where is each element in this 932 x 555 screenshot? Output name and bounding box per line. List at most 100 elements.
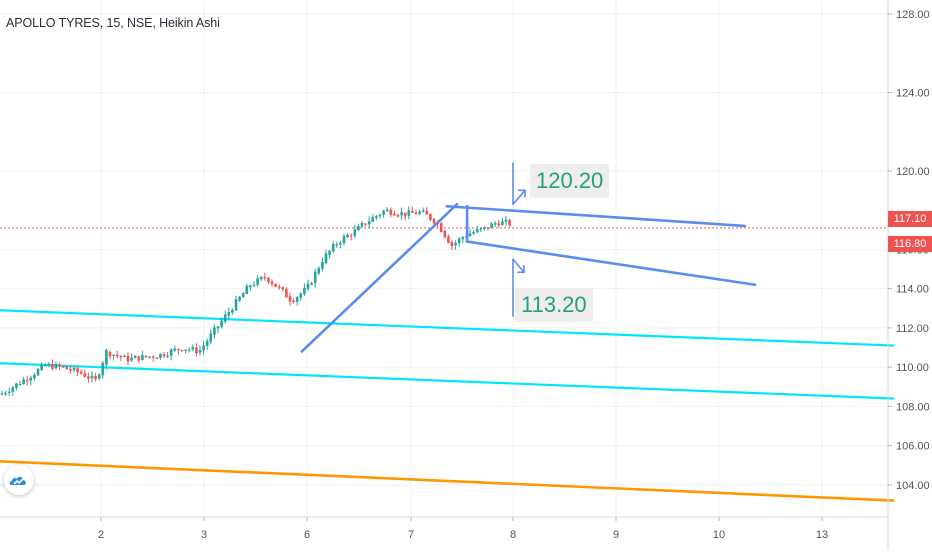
candle-up (0, 393, 4, 395)
candle-up (357, 225, 360, 231)
candle-up (256, 278, 259, 285)
candle-down (403, 212, 407, 217)
candle-down (87, 376, 90, 379)
candle-up (321, 261, 324, 269)
candle-down (144, 355, 148, 357)
candle-up (324, 253, 328, 263)
candle-down (195, 347, 198, 354)
candle-up (72, 367, 76, 371)
candle-down (439, 223, 443, 233)
candle-down (447, 236, 450, 243)
candle-up (173, 348, 177, 351)
candle-down (443, 230, 447, 238)
candle-up (7, 391, 11, 394)
candle-up (43, 365, 47, 367)
candle-up (231, 310, 234, 313)
candle-down (349, 235, 353, 237)
up-arrow-shaft (512, 189, 526, 205)
candle-up (421, 210, 425, 212)
candle-up (11, 387, 15, 392)
candle-up (227, 311, 231, 316)
candle-up (148, 356, 151, 358)
candle-up (331, 244, 335, 252)
candle-up (216, 326, 220, 329)
candle-up (40, 364, 43, 371)
candle-up (90, 375, 94, 379)
candle-up (184, 349, 187, 351)
candles (0, 206, 511, 397)
candle-down (364, 223, 367, 225)
candle-up (187, 349, 191, 351)
candle-up (385, 209, 389, 212)
candle-up (101, 362, 105, 376)
candle-up (252, 284, 256, 286)
lower-target-label[interactable]: 113.20 (515, 288, 593, 322)
candle-up (141, 355, 144, 360)
candle-up (454, 242, 457, 246)
up-arrow-head (518, 189, 526, 198)
cyan-upper-trendline (0, 309, 895, 347)
y-tick-label: 112.00 (896, 323, 929, 335)
candle-up (360, 222, 364, 227)
candle-up (112, 354, 115, 356)
x-tick-label: 8 (510, 529, 516, 541)
candle-down (51, 363, 54, 369)
candle-up (461, 237, 465, 240)
candle-up (339, 242, 342, 245)
candle-up (202, 345, 205, 351)
candle-up (33, 374, 36, 379)
candle-up (18, 384, 22, 386)
candle-up (501, 221, 504, 226)
candle-down (177, 348, 180, 351)
y-tick-label: 108.00 (896, 401, 930, 413)
candle-up (4, 392, 7, 395)
candle-up (407, 210, 411, 216)
candle-down (162, 354, 166, 357)
y-tick-label: 124.00 (896, 87, 930, 99)
candle-down (76, 368, 79, 373)
down-arrow-shaft (512, 258, 525, 273)
candle-up (310, 282, 313, 285)
candle-down (119, 355, 123, 358)
candle-up (205, 340, 209, 347)
candle-up (457, 238, 461, 244)
candle-up (54, 363, 58, 369)
candle-up (15, 383, 18, 388)
candle-up (490, 223, 493, 229)
candle-down (270, 281, 274, 285)
candle-up (130, 357, 133, 361)
candle-down (263, 277, 267, 279)
flag-lower-line (465, 240, 757, 287)
candle-up (213, 327, 216, 335)
x-tick-label: 7 (408, 529, 414, 541)
upper-target-label[interactable]: 120.20 (530, 164, 610, 198)
candle-up (238, 296, 241, 301)
candle-up (22, 379, 25, 385)
candle-down (396, 215, 400, 217)
candle-up (475, 229, 479, 233)
candle-down (126, 355, 130, 362)
candle-down (285, 289, 288, 298)
x-tick-label: 3 (201, 529, 207, 541)
candle-up (105, 349, 108, 365)
down-arrow-head (517, 265, 525, 274)
flagpole-line (300, 203, 459, 353)
tradingview-logo[interactable] (4, 465, 34, 495)
candle-down (429, 213, 432, 220)
candle-down (274, 283, 277, 287)
price-tag-last: 117.10 (888, 211, 932, 227)
candle-up (306, 283, 310, 289)
candle-up (234, 299, 238, 311)
candle-up (483, 227, 486, 229)
candle-down (108, 352, 112, 357)
candle-down (292, 300, 295, 303)
x-tick-label: 2 (98, 529, 104, 541)
candle-up (418, 211, 421, 214)
candle-up (36, 369, 40, 376)
candle-down (25, 380, 29, 382)
candle-up (47, 363, 51, 366)
candle-up (223, 314, 227, 322)
cyan-lower-trendline (0, 362, 895, 400)
